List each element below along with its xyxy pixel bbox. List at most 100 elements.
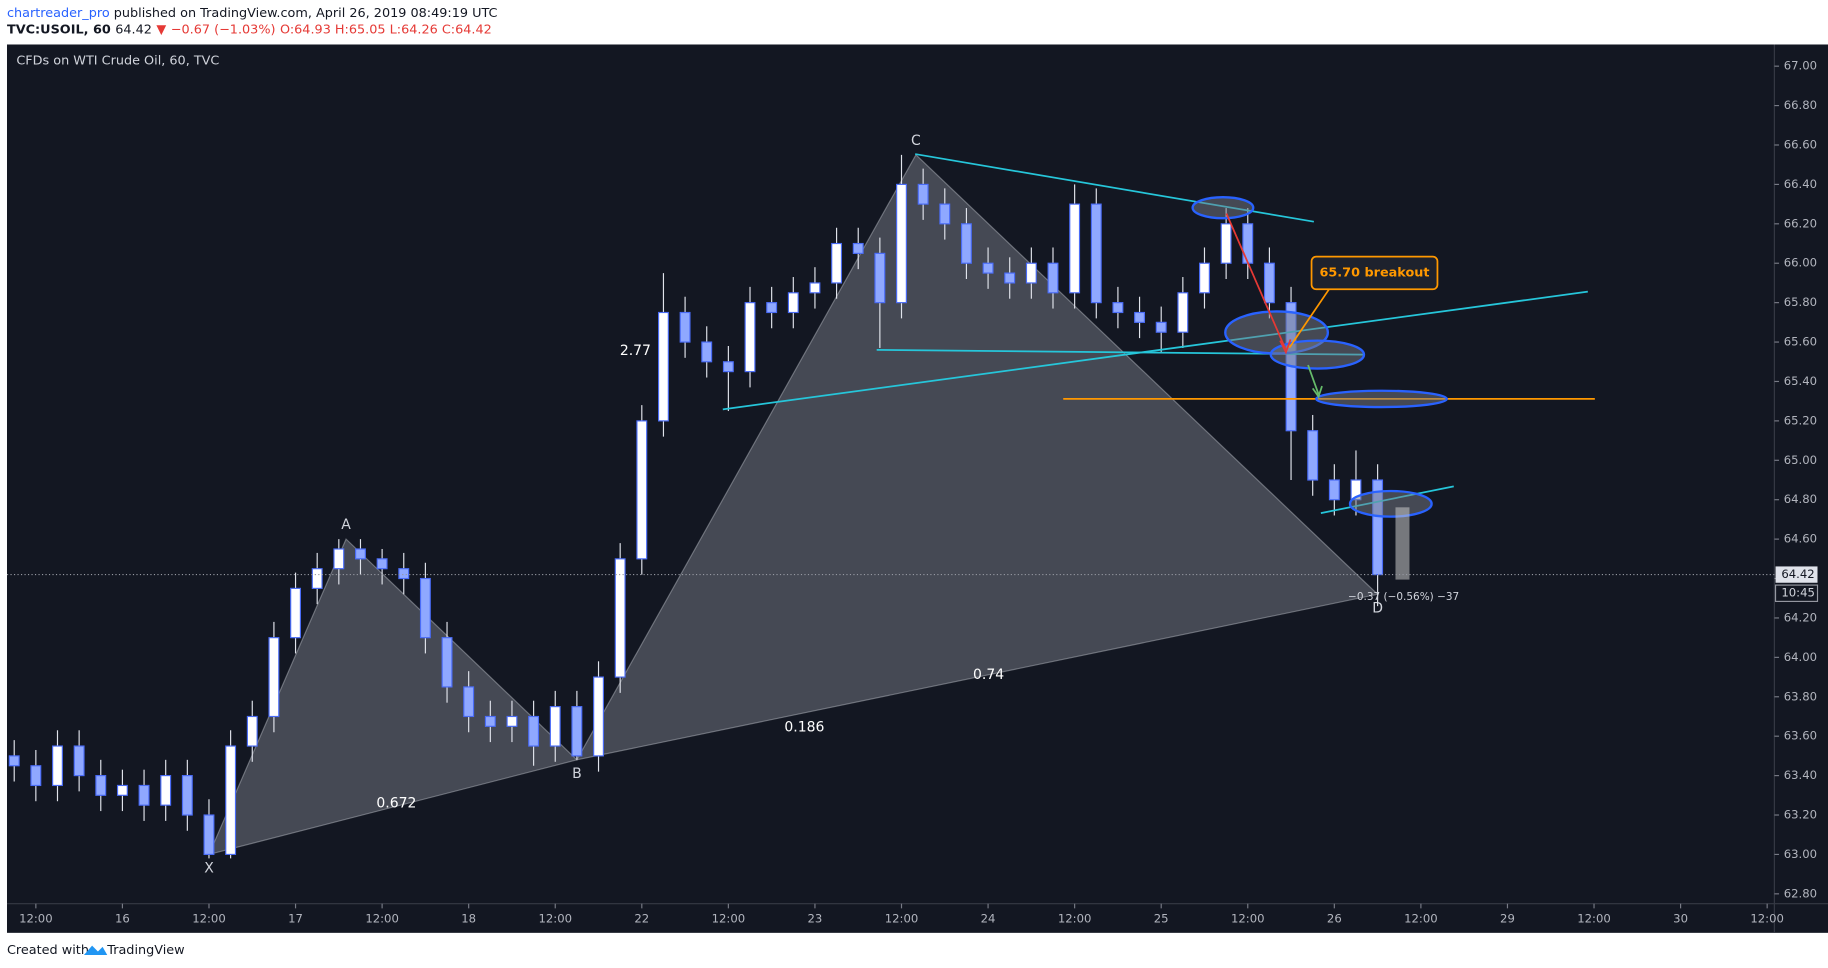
pattern-ratio: 0.186: [784, 720, 824, 736]
x-tick-label: 29: [1500, 911, 1515, 925]
y-tick-label: 66.20: [1784, 216, 1817, 230]
arrow: ▼: [156, 22, 166, 37]
x-tick-label: 12:00: [19, 911, 53, 925]
x-tick-label: 16: [115, 911, 130, 925]
y-tick-label: 64.20: [1784, 610, 1817, 624]
axes-layer: 62.80 63.00 63.20 63.40 63.60 63.80 64.00 64.20…: [6, 59, 1819, 925]
pattern-ratio: 0.74: [973, 667, 1004, 683]
candle-body: [419, 577, 431, 639]
candle-body: [484, 715, 496, 727]
candle-body: [268, 637, 280, 718]
measure-label: −0.37 (−0.56%) −37: [1348, 591, 1459, 603]
x-tick-label: 12:00: [192, 911, 226, 925]
x-tick-label: 12:00: [1577, 911, 1611, 925]
pattern-triangle: [575, 153, 1379, 761]
candle-body: [160, 775, 172, 806]
candle-body: [1025, 262, 1037, 284]
countdown-label: 10:45: [1781, 586, 1815, 600]
candle-body: [528, 715, 540, 747]
candle-body: [1242, 223, 1254, 264]
change: −0.67 (−1.03%): [171, 22, 276, 37]
pattern-point-label: A: [341, 517, 351, 533]
x-tick-label: 25: [1154, 911, 1169, 925]
candle-body: [376, 558, 388, 570]
last: 64.42: [115, 22, 152, 37]
header-line: chartreader_pro published on TradingView…: [7, 6, 498, 21]
highlight-ellipse: [1191, 196, 1255, 220]
x-tick-label: 26: [1327, 911, 1342, 925]
candle-body: [355, 548, 366, 560]
highlight-ellipse: [1348, 489, 1433, 518]
y-tick-label: 64.60: [1784, 532, 1817, 546]
publisher[interactable]: chartreader_pro: [7, 6, 110, 21]
x-tick-label: 23: [808, 911, 823, 925]
highlight-ellipse: [1269, 339, 1366, 370]
candle-body: [831, 242, 843, 284]
x-tick-label: 12:00: [1058, 911, 1092, 925]
candle-body: [1090, 203, 1102, 304]
footer-brand[interactable]: TradingView: [106, 943, 184, 958]
ohlc: O:64.93 H:65.05 L:64.26 C:64.42: [280, 22, 492, 37]
candle-body: [1199, 262, 1210, 294]
x-tick-label: 17: [288, 911, 303, 925]
y-tick-label: 65.60: [1784, 335, 1817, 349]
y-tick-label: 66.40: [1784, 177, 1817, 191]
last-price-label: 64.42: [1781, 567, 1814, 581]
candle-body: [1134, 311, 1146, 323]
candle-body: [1220, 223, 1232, 264]
pattern-point-label: D: [1372, 600, 1383, 616]
y-tick-label: 63.80: [1784, 689, 1817, 703]
x-tick-label: 22: [634, 911, 649, 925]
candle-body: [1328, 479, 1340, 501]
candle-body: [181, 775, 193, 816]
candle-body: [311, 568, 323, 589]
candle-body: [1047, 262, 1059, 294]
callout-box: [1310, 255, 1439, 291]
trend-line: [722, 290, 1588, 411]
arrow-line: [1225, 213, 1287, 351]
candle-body: [874, 252, 886, 304]
candle-body: [593, 676, 604, 757]
candle-body: [333, 548, 345, 570]
y-tick-label: 63.60: [1784, 729, 1817, 743]
candle-body: [852, 242, 864, 254]
y-tick-label: 63.40: [1784, 768, 1817, 782]
candle-body: [116, 784, 128, 796]
candle-body: [8, 755, 20, 767]
y-tick-label: 65.20: [1784, 413, 1817, 427]
candle-body: [636, 420, 648, 560]
candle-body: [225, 745, 237, 856]
y-tick-label: 66.80: [1784, 98, 1817, 112]
candle-body: [203, 814, 215, 856]
footer-created: Created with: [7, 943, 89, 958]
y-tick-label: 64.00: [1784, 650, 1817, 664]
candle-body: [896, 183, 907, 304]
candle-body: [246, 715, 258, 747]
candle-body: [30, 765, 42, 787]
y-tick-label: 67.00: [1784, 59, 1817, 73]
y-tick-label: 65.00: [1784, 453, 1817, 467]
candle-body: [701, 341, 713, 363]
candle-body: [506, 715, 518, 727]
candle-body: [290, 587, 301, 639]
pattern-point-label: X: [204, 860, 214, 876]
pattern-ratio: 2.77: [620, 343, 651, 359]
symbol: TVC:USOIL, 60: [7, 22, 111, 37]
candle-body: [1372, 479, 1384, 576]
y-tick-label: 66.00: [1784, 256, 1817, 270]
y-tick-label: 64.80: [1784, 492, 1817, 506]
y-tick-label: 63.00: [1784, 847, 1817, 861]
candle-layer: [8, 154, 1384, 859]
candle-body: [1177, 292, 1189, 333]
candle-body: [960, 223, 972, 264]
candle-body: [52, 745, 63, 787]
countdown-box: [1774, 584, 1819, 602]
x-tick-label: 12:00: [885, 911, 919, 925]
drawing-layer: 65.70 breakout −0.37 (−0.56%) −37: [722, 153, 1595, 603]
candle-body: [679, 311, 691, 343]
x-tick-label: 12:00: [538, 911, 572, 925]
candle-body: [441, 637, 453, 688]
candle-body: [73, 745, 85, 777]
